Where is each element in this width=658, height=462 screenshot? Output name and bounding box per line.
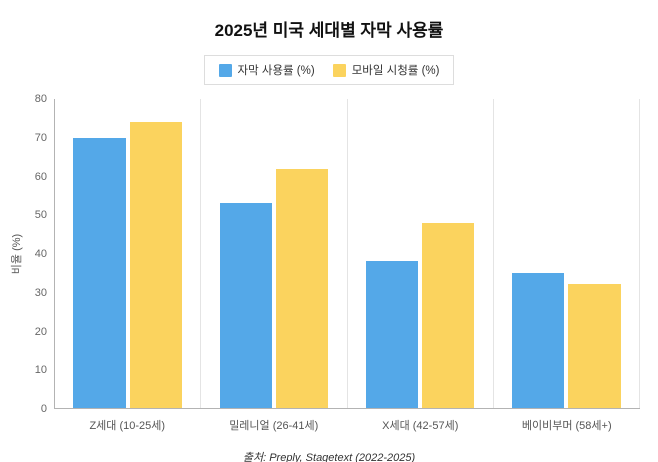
legend: 자막 사용률 (%) 모바일 시청률 (%) <box>0 55 658 85</box>
plot-column: Z세대 (10-25세) 밀레니얼 (26-41세) X세대 (42-57세) 베이비… <box>54 99 640 433</box>
bar-group <box>348 99 494 408</box>
legend-label: 모바일 시청률 (%) <box>351 65 440 77</box>
bar-group <box>201 99 348 408</box>
bar[interactable] <box>129 122 182 408</box>
legend-label: 자막 사용률 (%) <box>237 65 315 77</box>
x-tick-label: Z세대 (10-25세) <box>89 420 166 432</box>
x-tick-label: 베이비부머 (58세+) <box>521 420 612 432</box>
bar[interactable] <box>73 137 126 408</box>
chart-area: 비율 (%) 0 10 20 30 40 50 60 70 80 Z세대 (10-25세) 밀레니… <box>8 93 640 433</box>
chart-title: 2025년 미국 세대별 자막 사용률 <box>214 21 444 40</box>
y-tick-label: 50 <box>34 209 47 222</box>
legend-item[interactable]: 모바일 시청률 (%) <box>332 62 440 78</box>
bar[interactable] <box>275 168 329 408</box>
bar[interactable] <box>365 261 419 408</box>
y-tick-label: 40 <box>34 248 47 260</box>
bar-group <box>494 99 640 408</box>
y-tick-label: 60 <box>34 170 47 183</box>
y-tick-label: 30 <box>34 286 47 299</box>
y-axis-ticks: 0 10 20 30 40 50 60 70 80 <box>24 93 54 415</box>
x-axis-labels: Z세대 (10-25세) 밀레니얼 (26-41세) X세대 (42-57세) 베이비… <box>54 409 640 433</box>
x-tick-label: 밀레니얼 (26-41세) <box>229 420 319 432</box>
y-tick-label: 10 <box>34 364 47 377</box>
bar-group <box>55 99 202 408</box>
legend-swatch <box>332 63 346 77</box>
y-axis-title-text: 비율 (%) <box>11 233 23 275</box>
legend-item[interactable]: 자막 사용률 (%) <box>218 62 315 78</box>
y-tick-label: 0 <box>40 403 47 415</box>
plot-area <box>54 99 640 409</box>
bar[interactable] <box>422 222 475 408</box>
y-axis-title: 비율 (%) <box>8 99 24 433</box>
bar[interactable] <box>512 272 565 408</box>
y-tick-label: 80 <box>34 93 47 105</box>
y-tick-label: 20 <box>34 325 47 338</box>
y-tick-label: 70 <box>34 131 47 144</box>
bar[interactable] <box>568 284 621 408</box>
source-caption: 출처: Preply, Stagetext (2022-2025) <box>242 452 416 462</box>
x-tick-label: X세대 (42-57세) <box>382 420 459 432</box>
bar[interactable] <box>219 203 272 408</box>
legend-box: 자막 사용률 (%) 모바일 시청률 (%) <box>203 55 455 85</box>
legend-swatch <box>218 63 232 77</box>
